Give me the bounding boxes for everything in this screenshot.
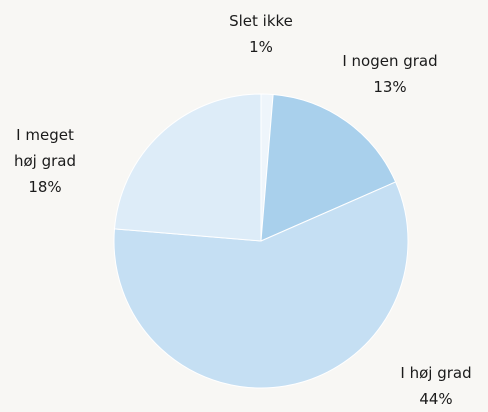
value-label: 1% [249,38,273,56]
value-label: 18% [28,178,62,196]
value-label: 13% [373,78,407,96]
category-label: I nogen grad [342,52,438,70]
slice-label: I høj grad 44% [381,360,488,412]
category-label: Slet ikke [229,12,293,30]
slice-label: I nogen grad 13% [325,48,455,100]
slice-label: I meget høj grad 18% [5,122,85,200]
pie-slice [113,93,262,242]
value-label: 44% [419,390,453,408]
pie-slice [260,93,397,242]
category-label: I meget høj grad [13,126,77,170]
pie-slice [113,181,409,389]
slice-label: Slet ikke 1% [206,8,316,60]
category-label: I høj grad [400,364,472,382]
